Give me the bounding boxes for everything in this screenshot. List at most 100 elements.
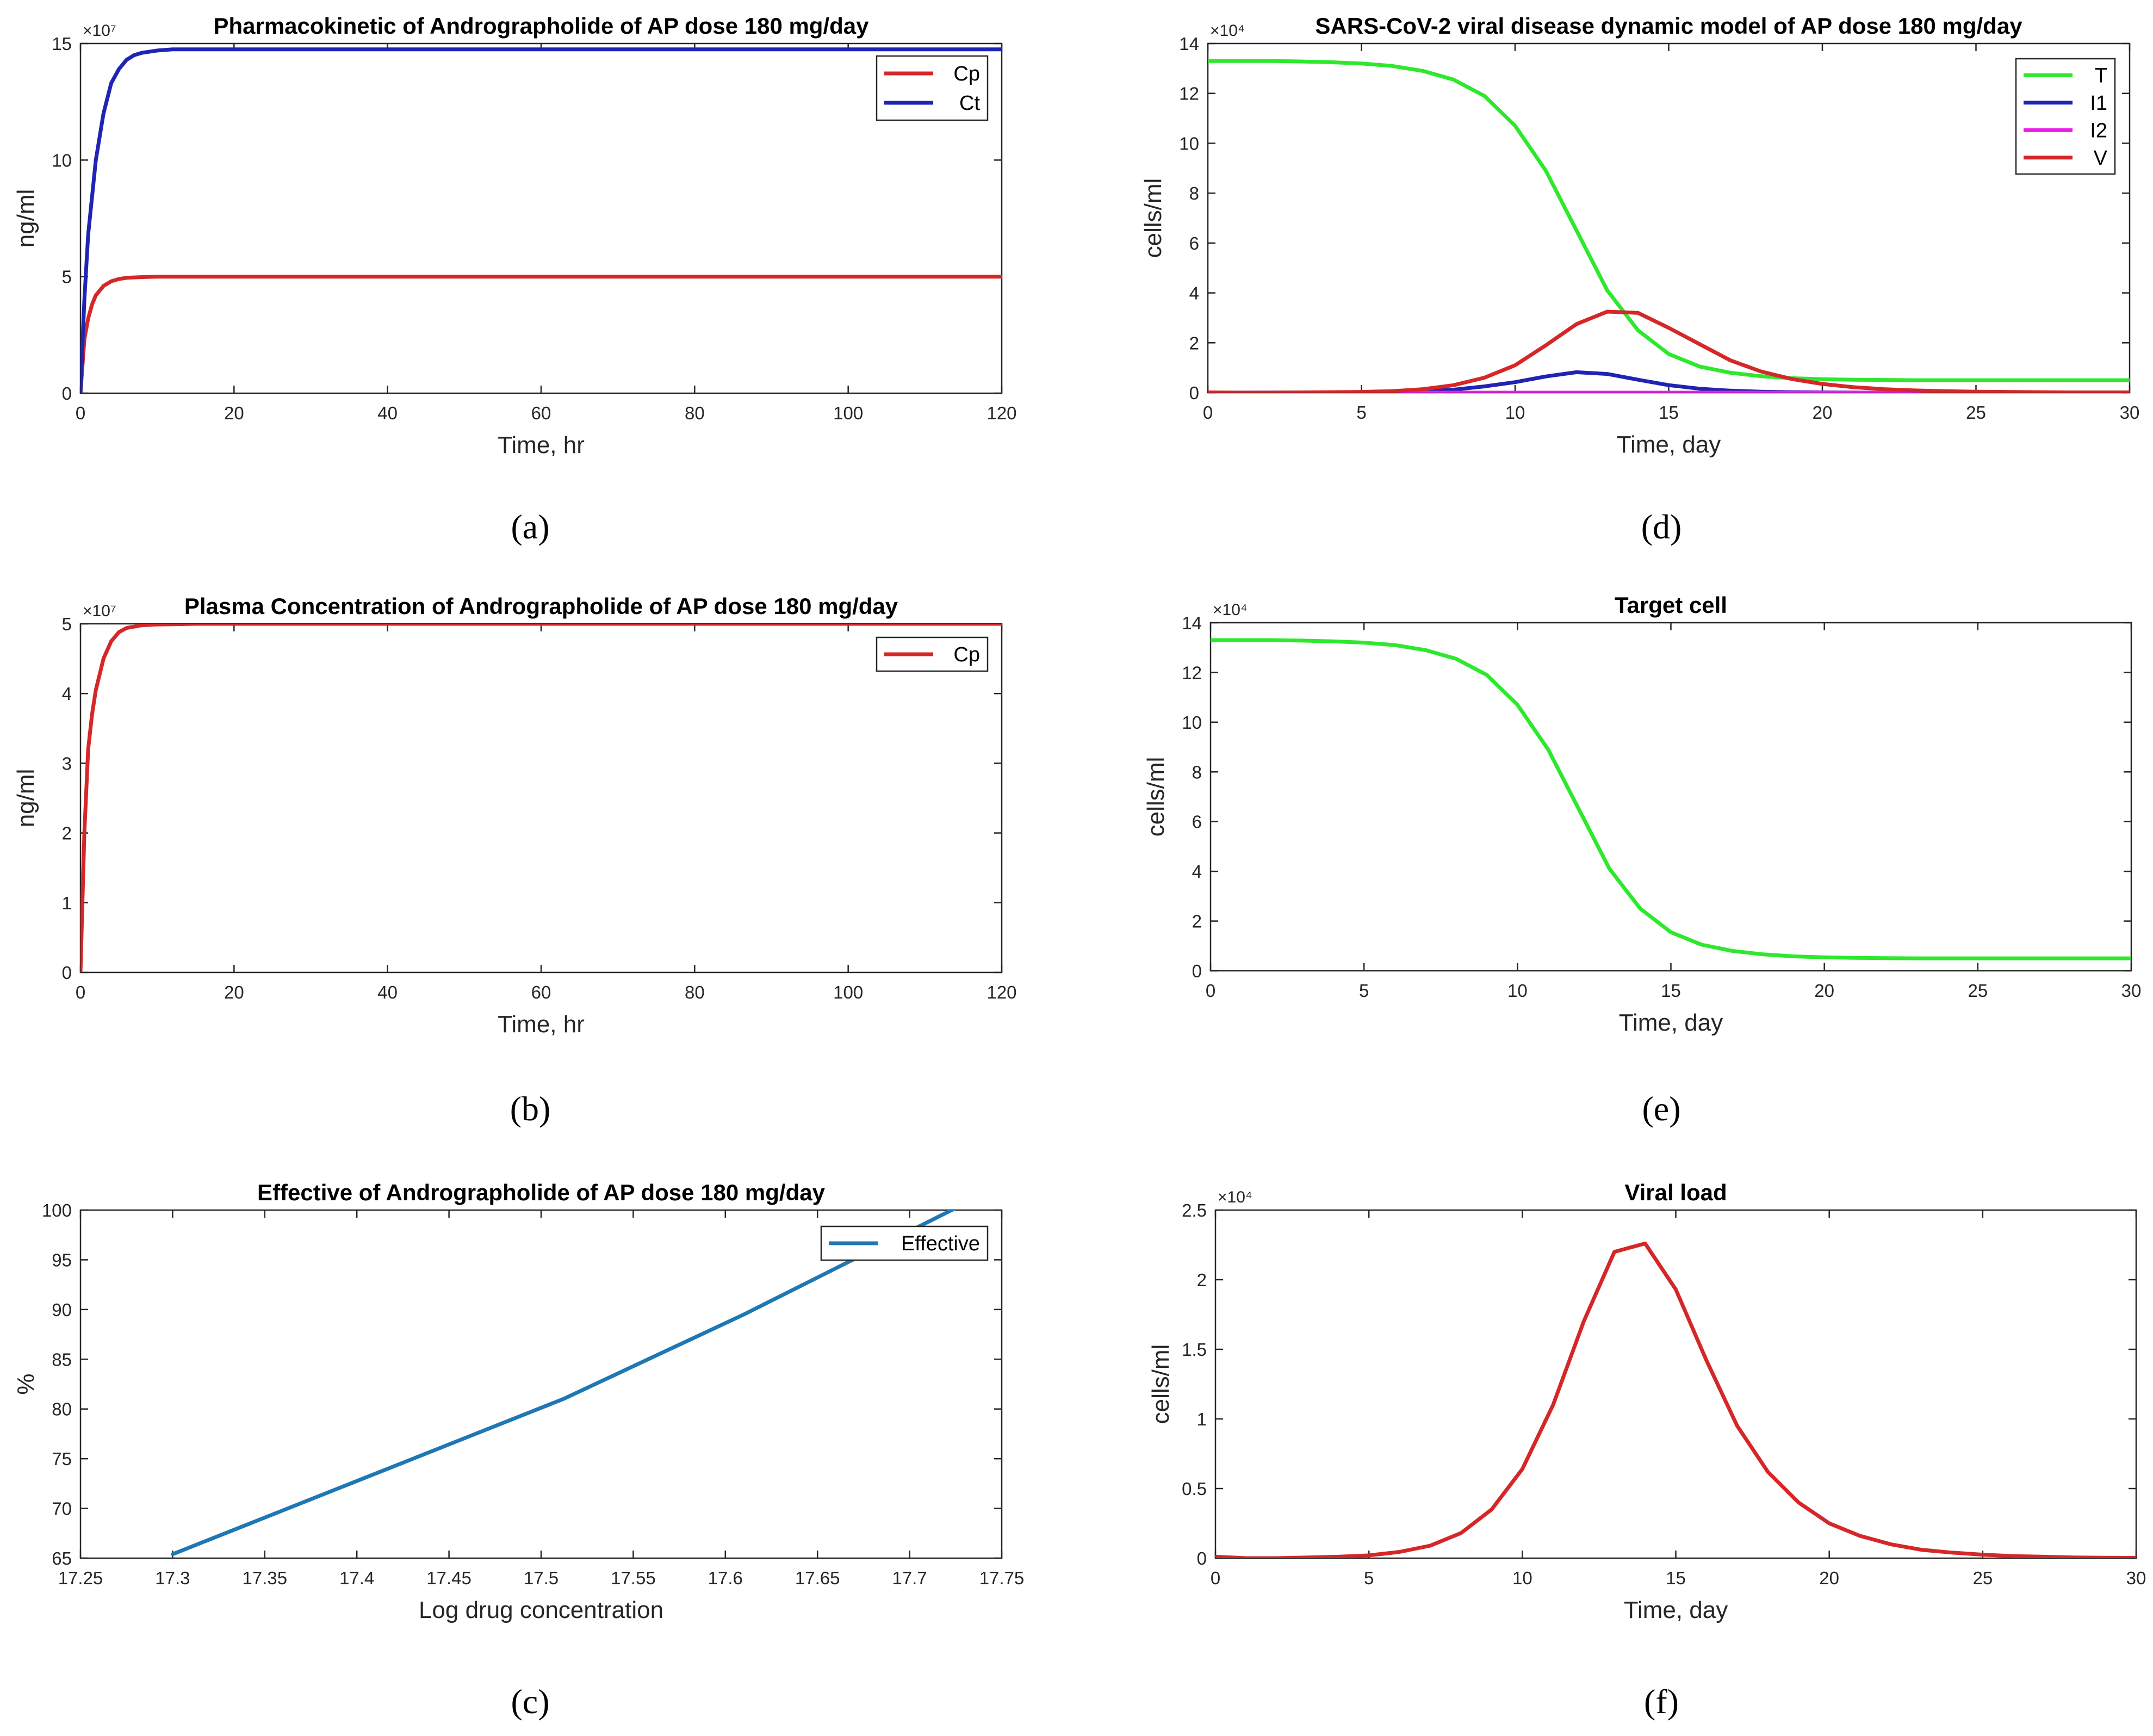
y-tick-label: 95 — [52, 1250, 72, 1270]
series-group — [80, 624, 1002, 972]
chart-f-viral-load: 0 5 10 15 20 25 30 0 0.5 1 1.5 2 2.5 ×10⁴ Viral load Ti… — [1147, 1180, 2146, 1721]
x-tick-label: 0 — [1203, 402, 1213, 423]
legend-label-v: V — [2094, 147, 2108, 170]
chart-d-viral-dynamic-model: 0 5 10 15 20 25 30 0 2 4 6 8 10 12 14 ×10⁴ SARS-CoV-2 vi… — [1140, 13, 2139, 546]
y-tick-label: 5 — [62, 267, 72, 287]
x-tick-label: 0 — [76, 982, 85, 1002]
y-tick-label: 85 — [52, 1349, 72, 1369]
y-tick-label: 75 — [52, 1449, 72, 1469]
legend: Cp Ct — [876, 55, 989, 121]
x-tick-label: 17.65 — [795, 1568, 840, 1588]
y-tick-label: 2 — [1189, 333, 1199, 353]
x-tick-label: 80 — [685, 403, 705, 423]
series-line-cp — [80, 275, 1002, 393]
legend-box — [876, 55, 989, 121]
x-tick-label: 17.45 — [426, 1568, 471, 1588]
y-tick-label: 4 — [1192, 861, 1202, 882]
x-axis-label: Time, hr — [498, 432, 585, 458]
x-tick-label: 17.7 — [892, 1568, 927, 1588]
y-tick-label: 8 — [1189, 183, 1199, 203]
chart-e-target-cell: 0 5 10 15 20 25 30 0 2 4 6 8 10 12 14 ×10⁴ Target cell Ti… — [1143, 592, 2141, 1128]
series-group — [80, 47, 1002, 393]
legend-label-i2: I2 — [2090, 119, 2107, 142]
x-tick-label: 5 — [1364, 1568, 1374, 1588]
y-tick-label: 10 — [52, 150, 72, 170]
legend: T I1 I2 V — [2015, 58, 2116, 175]
legend-label-i1: I1 — [2090, 92, 2107, 115]
x-tick-label: 15 — [1666, 1568, 1686, 1588]
y-exponent-label: ×10⁷ — [83, 602, 116, 620]
x-tick-label: 100 — [833, 403, 863, 423]
y-tick-label: 0 — [62, 383, 72, 404]
chart-c-effective: 17.25 17.3 17.35 17.4 17.45 17.5 17.55 17.6 17.6… — [13, 1180, 1024, 1721]
x-tick-label: 40 — [377, 403, 398, 423]
y-tick-label: 2 — [1192, 912, 1202, 932]
series-group — [1215, 1241, 2136, 1558]
chart-b-plasma-concentration: 0 20 40 60 80 100 120 0 1 2 3 4 5 ×10⁷ Plasma Concentr… — [13, 593, 1017, 1128]
panel-caption: (a) — [511, 507, 549, 546]
x-tick-label: 20 — [224, 403, 244, 423]
y-tick-label: 1.5 — [1182, 1340, 1207, 1360]
series-line-t — [1211, 638, 2131, 960]
x-tick-label: 5 — [1356, 402, 1366, 423]
y-tick-label: 6 — [1189, 233, 1199, 253]
x-tick-label: 17.35 — [243, 1568, 288, 1588]
panel-caption: (c) — [511, 1682, 549, 1721]
x-tick-label: 17.5 — [524, 1568, 559, 1588]
legend-label-effective: Effective — [901, 1232, 980, 1255]
legend-box — [820, 1225, 989, 1261]
y-tick-label: 4 — [62, 684, 72, 704]
y-tick-label: 1 — [1197, 1409, 1207, 1429]
panel-caption: (b) — [510, 1089, 551, 1128]
plot-area-b — [79, 623, 1003, 974]
chart-title: Viral load — [1624, 1180, 1727, 1205]
legend-label-t: T — [2095, 64, 2107, 87]
x-tick-label: 20 — [224, 982, 244, 1002]
x-tick-label: 17.55 — [611, 1568, 656, 1588]
legend: Effective — [820, 1225, 989, 1261]
chart-a-pharmacokinetic: 0 20 40 60 80 100 120 0 5 10 15 ×10⁷ Pharmacokinetic… — [13, 13, 1017, 546]
x-axis-label: Time, hr — [498, 1011, 585, 1038]
legend-label-cp: Cp — [953, 643, 980, 666]
x-tick-label: 25 — [1968, 981, 1988, 1001]
y-tick-label: 10 — [1182, 712, 1202, 733]
y-tick-label: 2 — [1197, 1270, 1207, 1290]
series-group — [170, 1210, 956, 1557]
series-group — [1208, 59, 2130, 393]
x-tick-label: 80 — [685, 982, 705, 1002]
chart-title: Plasma Concentration of Andrographolide … — [184, 593, 898, 619]
y-exponent-label: ×10⁷ — [83, 22, 116, 40]
y-tick-label: 0.5 — [1182, 1479, 1207, 1499]
y-tick-label: 12 — [1179, 84, 1199, 104]
y-tick-label: 14 — [1182, 613, 1202, 633]
y-tick-label: 0 — [62, 963, 72, 983]
y-tick-label: 14 — [1179, 34, 1199, 54]
chart-title: Effective of Andrographolide of AP dose … — [257, 1180, 826, 1205]
x-tick-label: 10 — [1507, 981, 1528, 1001]
x-tick-label: 17.25 — [58, 1568, 103, 1588]
plot-area-c — [79, 1209, 1003, 1559]
y-axis-label: cells/ml — [1143, 757, 1169, 837]
y-tick-label: 15 — [52, 34, 72, 54]
panel-caption: (e) — [1642, 1089, 1680, 1128]
x-axis-label: Time, day — [1617, 431, 1721, 458]
y-axis-label: cells/ml — [1140, 178, 1167, 258]
legend-label-cp: Cp — [953, 63, 980, 85]
chart-title: Pharmacokinetic of Andrographolide of AP… — [213, 13, 869, 39]
y-axis-label: cells/ml — [1147, 1344, 1174, 1424]
y-exponent-label: ×10⁴ — [1210, 22, 1245, 40]
x-tick-label: 10 — [1505, 402, 1525, 423]
x-tick-label: 100 — [833, 982, 863, 1002]
plot-area-f — [1214, 1209, 2137, 1559]
series-line-cp — [80, 624, 1002, 972]
y-tick-label: 3 — [62, 753, 72, 773]
y-exponent-label: ×10⁴ — [1218, 1188, 1252, 1206]
y-tick-label: 90 — [52, 1300, 72, 1320]
legend-box — [2015, 58, 2116, 175]
x-tick-label: 30 — [2126, 1568, 2146, 1588]
x-tick-label: 0 — [1211, 1568, 1220, 1588]
y-tick-label: 10 — [1179, 133, 1199, 153]
x-tick-label: 0 — [1206, 981, 1215, 1001]
y-tick-label: 5 — [62, 614, 72, 634]
